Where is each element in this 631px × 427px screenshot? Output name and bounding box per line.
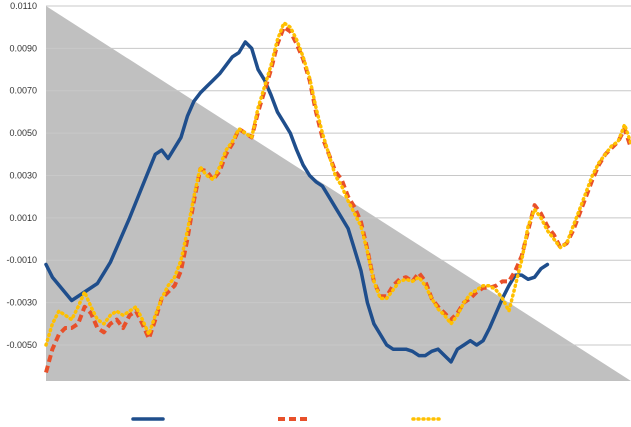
y-axis-tick-labels: 0.0110 0.0090 0.0070 0.0050 0.0030 0.001… bbox=[6, 1, 37, 350]
series-lines bbox=[44, 21, 631, 374]
y-tick-label: 0.0110 bbox=[10, 1, 37, 11]
gridlines bbox=[46, 5, 631, 346]
y-tick-label: -0.0010 bbox=[6, 255, 37, 265]
y-tick-label: 0.0010 bbox=[9, 213, 37, 223]
series-line-3 bbox=[44, 21, 631, 347]
y-tick-label: 0.0050 bbox=[9, 128, 37, 138]
y-tick-label: 0.0030 bbox=[9, 170, 37, 180]
series-line-2 bbox=[44, 25, 631, 374]
series-line-1 bbox=[44, 40, 550, 364]
y-tick-label: -0.0050 bbox=[6, 340, 37, 350]
y-tick-label: -0.0030 bbox=[6, 298, 37, 308]
y-tick-label: 0.0070 bbox=[9, 86, 37, 96]
y-tick-label: 0.0090 bbox=[9, 43, 37, 53]
